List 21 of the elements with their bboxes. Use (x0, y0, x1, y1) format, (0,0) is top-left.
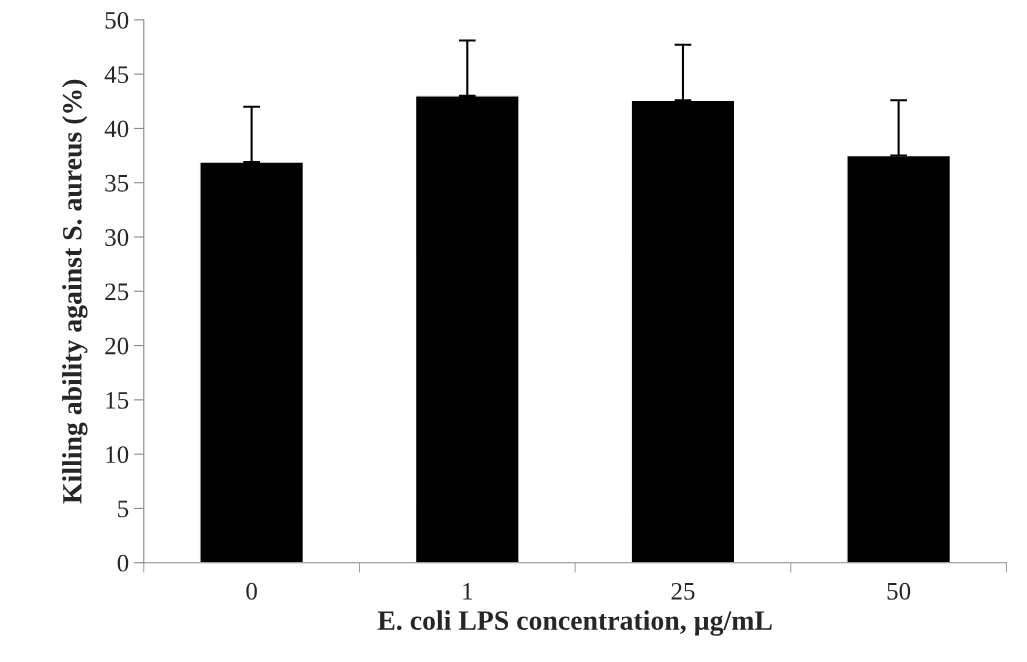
y-tick-label: 25 (105, 283, 129, 301)
y-axis-title: Killing ability against S. aureus (%) (62, 79, 88, 504)
y-tick-label: 5 (118, 500, 129, 518)
y-tick-label: 20 (105, 337, 129, 355)
bar (414, 95, 520, 563)
y-tick-label: 45 (104, 66, 129, 84)
bar (846, 154, 952, 563)
y-tick-label: 50 (105, 11, 129, 29)
x-tick-label: 0 (246, 582, 257, 600)
y-tick-label: 10 (106, 446, 129, 464)
x-tick-label: 25 (671, 582, 695, 600)
y-tick-label: 40 (104, 120, 129, 138)
x-tick-label: 50 (887, 582, 911, 600)
y-tick-label: 35 (105, 174, 129, 192)
bar (199, 161, 305, 563)
y-tick-label: 15 (106, 392, 129, 409)
x-tick-label: 1 (463, 582, 473, 600)
y-tick-label: 0 (117, 554, 129, 572)
bar (630, 99, 736, 563)
x-axis-title: E. coli LPS concentration, µg/mL (377, 610, 772, 636)
y-tick-label: 30 (105, 229, 129, 246)
